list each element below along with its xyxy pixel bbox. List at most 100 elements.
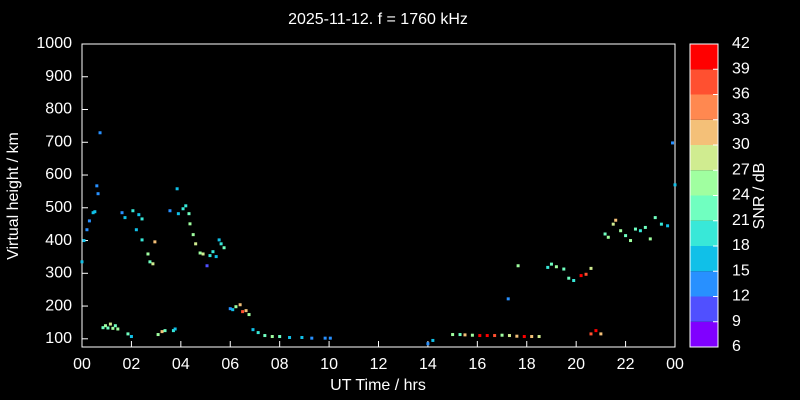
colorbar-segment — [690, 44, 718, 70]
data-point — [234, 305, 238, 309]
data-point — [603, 232, 607, 236]
data-point — [546, 265, 550, 269]
data-point — [624, 234, 628, 238]
x-tick-label: 04 — [172, 356, 190, 373]
data-point — [91, 211, 95, 215]
colorbar-tick-label: 30 — [732, 136, 750, 153]
data-point — [160, 330, 164, 334]
colorbar-segment — [690, 145, 718, 171]
colorbar-segment — [690, 170, 718, 196]
colorbar-tick-label: 18 — [732, 237, 750, 254]
data-point — [187, 212, 191, 216]
data-point — [478, 334, 482, 338]
data-point — [638, 229, 642, 233]
data-point — [116, 327, 120, 331]
data-point — [171, 329, 175, 333]
data-point — [238, 303, 242, 307]
data-point — [431, 338, 435, 342]
colorbar-segment — [690, 94, 718, 120]
data-point — [537, 335, 541, 339]
data-point — [188, 222, 192, 226]
y-axis-label: Virtual height / km — [5, 132, 22, 260]
data-point — [554, 265, 558, 269]
data-point — [222, 246, 226, 250]
data-point — [629, 239, 633, 243]
x-tick-label: 00 — [73, 356, 91, 373]
data-point — [247, 313, 251, 317]
data-point — [96, 192, 100, 196]
data-point — [140, 238, 144, 242]
data-point — [530, 335, 534, 339]
data-point — [256, 331, 260, 335]
data-point — [208, 254, 212, 258]
data-point — [562, 267, 566, 271]
data-point — [95, 184, 99, 188]
colorbar-tick-label: 27 — [732, 161, 750, 178]
data-point — [231, 308, 235, 312]
colorbar-segment — [690, 119, 718, 145]
data-point — [470, 333, 474, 337]
data-point — [666, 224, 670, 228]
data-point — [181, 207, 185, 211]
x-tick-label: 12 — [370, 356, 388, 373]
data-point — [98, 131, 102, 135]
x-tick-label: 06 — [221, 356, 239, 373]
colorbar-tick-label: 39 — [732, 60, 750, 77]
data-point — [671, 141, 675, 145]
data-point — [611, 222, 615, 226]
data-point — [129, 335, 133, 339]
y-tick-label: 300 — [45, 265, 72, 282]
data-point — [103, 324, 107, 328]
data-point — [151, 262, 155, 266]
data-point — [300, 336, 304, 340]
data-point — [458, 333, 462, 337]
data-point — [594, 329, 598, 333]
data-point — [85, 228, 89, 232]
x-tick-label: 22 — [617, 356, 635, 373]
data-point — [87, 219, 91, 223]
data-point — [108, 322, 112, 326]
data-point — [244, 309, 248, 313]
data-point — [599, 332, 603, 336]
data-point — [515, 334, 519, 338]
data-point — [310, 336, 314, 340]
data-point — [522, 335, 526, 339]
data-point — [270, 335, 274, 339]
colorbar-tick-label: 36 — [732, 86, 750, 103]
data-point — [191, 233, 195, 237]
y-tick-label: 900 — [45, 68, 72, 85]
data-point — [148, 260, 152, 264]
x-tick-label: 20 — [567, 356, 585, 373]
data-point — [173, 327, 177, 331]
data-point — [493, 334, 497, 338]
data-point — [451, 333, 455, 337]
data-point — [137, 213, 141, 217]
x-tick-label: 02 — [123, 356, 141, 373]
data-point — [184, 204, 188, 208]
colorbar-segment — [690, 321, 718, 347]
data-point — [648, 237, 652, 241]
y-tick-label: 100 — [45, 330, 72, 347]
data-point — [633, 227, 637, 231]
colorbar-tick-label: 15 — [732, 262, 750, 279]
data-point — [241, 310, 245, 314]
data-point — [106, 326, 110, 330]
data-point — [82, 239, 86, 243]
data-point — [194, 242, 198, 246]
data-point — [579, 274, 583, 278]
data-point — [500, 333, 504, 337]
data-point — [123, 216, 127, 220]
colorbar-tick-label: 9 — [732, 313, 741, 330]
data-point — [614, 218, 618, 222]
x-tick-label: 00 — [666, 356, 684, 373]
data-point — [589, 266, 593, 270]
data-point — [263, 334, 267, 338]
data-point — [217, 238, 221, 242]
data-point — [126, 332, 130, 336]
x-tick-label: 18 — [518, 356, 536, 373]
colorbar-segment — [690, 246, 718, 272]
x-tick-label: 08 — [271, 356, 289, 373]
data-point — [619, 229, 623, 233]
colorbar-tick-label: 24 — [732, 187, 750, 204]
data-point — [606, 235, 610, 239]
